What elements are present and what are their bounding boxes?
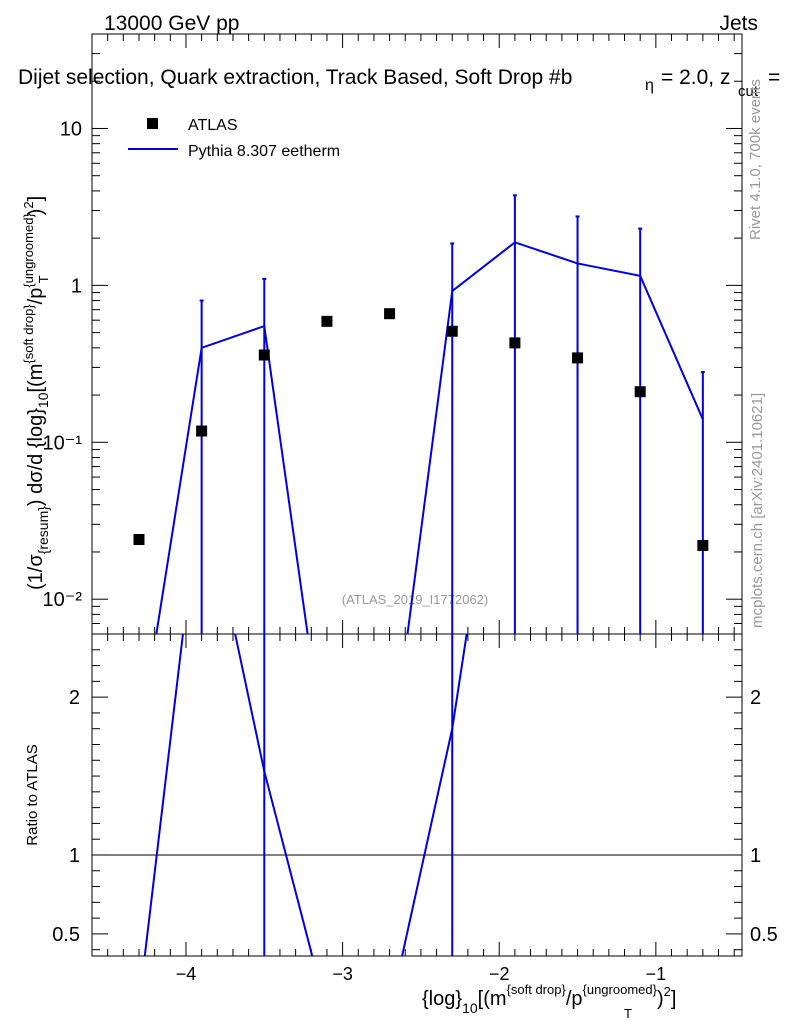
- y-tick-label: 1: [71, 275, 82, 297]
- x-tick-label: −4: [176, 964, 197, 984]
- atlas-point: [258, 349, 270, 361]
- atlas-point: [446, 325, 458, 337]
- y-tick-label: 10⁻¹: [43, 432, 83, 454]
- svg-text:T: T: [624, 1006, 632, 1021]
- atlas-point: [572, 352, 584, 364]
- ratio-y-tick-label-right: 1: [750, 845, 761, 867]
- mcplots-label: mcplots.cern.ch [arXiv:2401.10621]: [749, 393, 766, 628]
- y-tick-label: 10: [60, 118, 82, 140]
- atlas-point: [384, 308, 396, 320]
- x-tick-label: −3: [332, 964, 353, 984]
- chart-title-sub: cut: [738, 83, 759, 100]
- svg-text:{log}10[(m{soft drop}/p{ungroo: {log}10[(m{soft drop}/p{ungroomed})2]: [422, 982, 676, 1016]
- xlabel: {log}10[(m{soft drop}/p{ungroomed})2] T: [422, 982, 676, 1021]
- ratio-y-tick-label-right: 2: [750, 687, 761, 709]
- y-tick-label: 10⁻²: [43, 589, 83, 611]
- chart-title-beta-sub: η: [645, 77, 654, 94]
- ratio-y-tick-label: 0.5: [52, 924, 80, 946]
- atlas-point: [133, 534, 145, 546]
- axis-ticks: [91, 33, 742, 956]
- chart-title-end: =: [768, 66, 780, 89]
- svg-text:(1/σ{resum}) dσ/d {log}10[(m{s: (1/σ{resum}) dσ/d {log}10[(m{soft drop}/…: [21, 196, 51, 590]
- ratio-plot-frame: [91, 633, 743, 957]
- ratio-y-tick-label-right: 0.5: [750, 924, 778, 946]
- legend-mc-label: Pythia 8.307 eetherm: [188, 143, 340, 160]
- chart-title-tail: = 2.0, z: [661, 66, 730, 89]
- main-ylabel: (1/σ{resum}) dσ/d {log}10[(m{soft drop}/…: [21, 196, 51, 590]
- ratio-ylabel: Ratio to ATLAS: [24, 744, 41, 845]
- x-tick-label: −1: [646, 964, 667, 984]
- x-tick-label: −2: [489, 964, 510, 984]
- tick-labels: −4 −3 −2 −1 10⁻² 10⁻¹ 1 10 0.5 0.5 1 1 2 2: [43, 118, 778, 984]
- atlas-point: [509, 337, 521, 349]
- chart-title: Dijet selection, Quark extraction, Track…: [18, 66, 572, 89]
- legend-data-label: ATLAS: [188, 117, 238, 134]
- mc-line: [155, 241, 704, 634]
- category-label: Jets: [719, 12, 758, 35]
- rivet-label: Rivet 4.1.0, 700k events: [747, 79, 764, 240]
- ratio-plot-marks: [92, 634, 742, 956]
- energy-label: 13000 GeV pp: [104, 12, 239, 35]
- ratio-y-tick-label: 1: [69, 845, 80, 867]
- atlas-point: [196, 425, 208, 437]
- atlas-point: [634, 386, 646, 398]
- ratio-line: [143, 634, 468, 956]
- atlas-point: [321, 315, 333, 327]
- ratio-y-tick-label: 2: [69, 687, 80, 709]
- main-plot-marks: [133, 194, 709, 634]
- atlas-point: [697, 539, 709, 551]
- analysis-watermark: (ATLAS_2019_I1772062): [342, 592, 488, 607]
- legend-data-marker: [147, 118, 158, 129]
